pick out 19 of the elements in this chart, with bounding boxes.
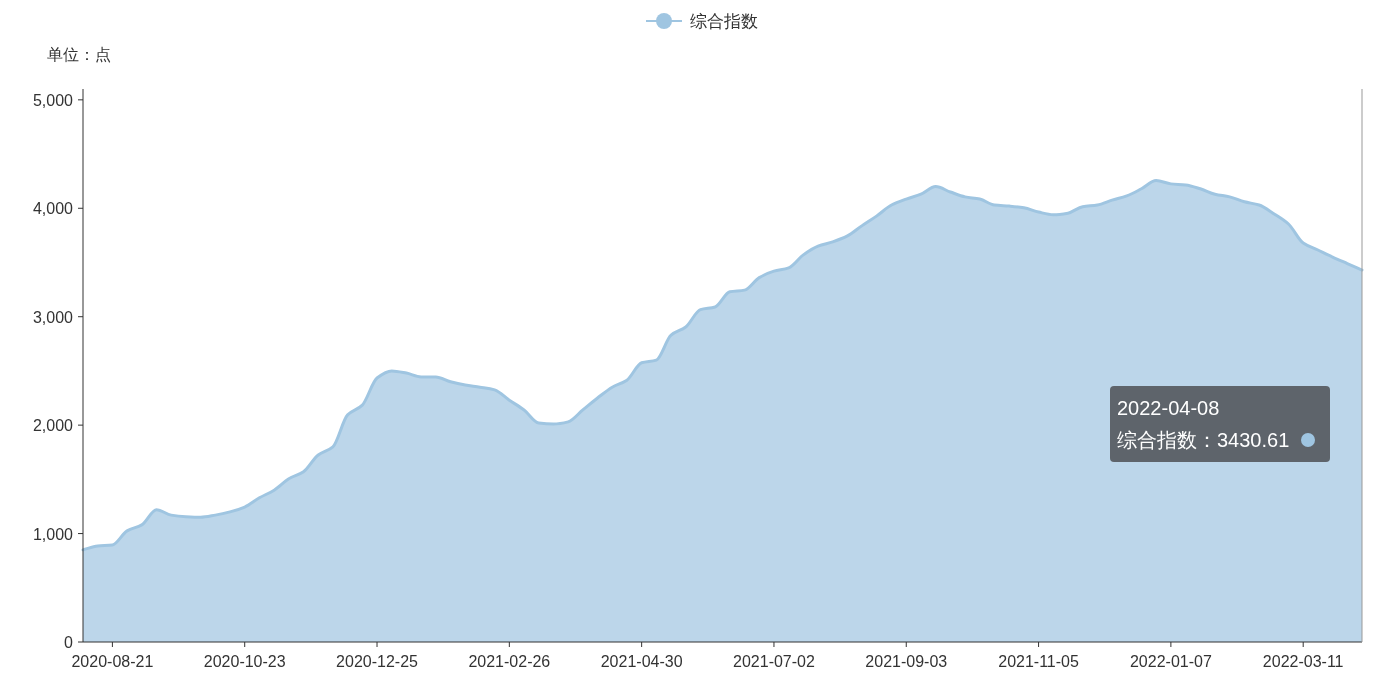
y-axis-title: 单位：点 bbox=[47, 46, 111, 63]
legend-label: 综合指数 bbox=[690, 12, 758, 31]
y-tick-label: 0 bbox=[64, 634, 74, 651]
y-tick-label: 4,000 bbox=[32, 200, 74, 218]
y-tick-label: 1,000 bbox=[32, 525, 74, 543]
x-tick-label: 2022-01-07 bbox=[1129, 653, 1212, 670]
x-tick-label: 2020-08-21 bbox=[71, 653, 154, 670]
x-tick-label: 2021-11-05 bbox=[998, 653, 1079, 670]
y-tick-label: 3,000 bbox=[32, 308, 74, 326]
x-tick-label: 2020-12-25 bbox=[336, 653, 419, 670]
x-tick-label: 2022-03-11 bbox=[1262, 653, 1344, 670]
x-tick-label: 2021-09-03 bbox=[865, 653, 948, 670]
x-tick-label: 2021-04-30 bbox=[600, 653, 683, 670]
x-tick-label: 2021-07-02 bbox=[733, 653, 815, 670]
y-tick-label: 5,000 bbox=[32, 91, 74, 109]
y-tick-label: 2,000 bbox=[32, 417, 74, 435]
annotation: 2022-04-08 综合指数：3430.61 bbox=[1117, 397, 1290, 451]
x-tick-label: 2021-02-26 bbox=[468, 653, 551, 670]
x-tick-label: 2020-10-23 bbox=[203, 653, 286, 670]
